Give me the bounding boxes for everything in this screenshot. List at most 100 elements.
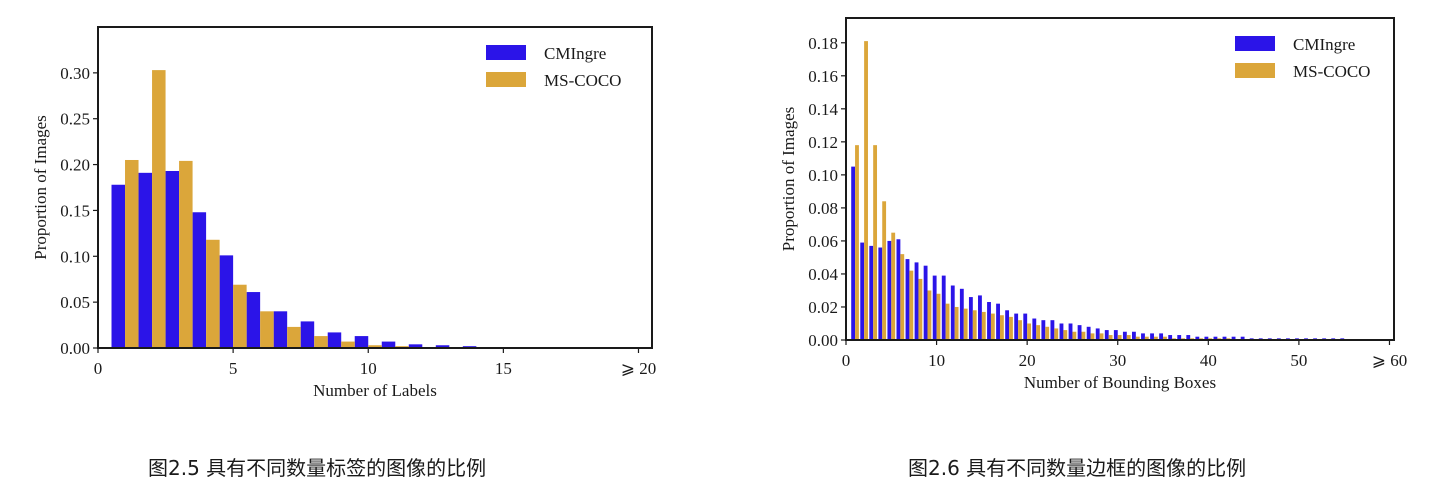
bar: [1177, 335, 1182, 340]
bar: [963, 308, 968, 340]
bar: [1050, 320, 1055, 340]
legend-label: MS-COCO: [1293, 62, 1370, 81]
bar: [999, 315, 1004, 340]
bar: [192, 212, 207, 348]
y-tick-label: 0.16: [808, 67, 838, 86]
legend-swatch: [486, 72, 526, 87]
figure-caption-labels: 图2.5 具有不同数量标签的图像的比例: [148, 456, 487, 480]
bar: [1240, 336, 1245, 340]
y-tick-label: 0.20: [60, 156, 90, 175]
bar: [354, 336, 369, 348]
bar: [1009, 316, 1013, 340]
y-tick-label: 0.25: [60, 110, 90, 129]
plot-frame: [845, 17, 1395, 341]
bar: [878, 247, 883, 340]
bar: [1005, 310, 1010, 340]
x-tick-label: 30: [1109, 351, 1126, 370]
y-axis-label: Proportion of Images: [779, 107, 798, 251]
y-tick-label: 0.04: [808, 265, 838, 284]
bar: [900, 254, 905, 340]
y-tick-label: 0.05: [60, 293, 90, 312]
y-axis-label: Proportion of Images: [31, 115, 50, 259]
y-tick-label: 0.10: [60, 247, 90, 266]
bar: [179, 160, 193, 348]
bar: [1077, 325, 1082, 340]
bar: [435, 345, 450, 348]
bar: [851, 166, 856, 340]
bar: [887, 240, 892, 340]
bar: [260, 311, 274, 348]
legend-swatch: [1235, 36, 1275, 51]
bar: [206, 239, 220, 348]
bar: [882, 201, 887, 340]
figure-caption-bounding-boxes: 图2.6 具有不同数量边框的图像的比例: [908, 456, 1247, 480]
legend-swatch: [1235, 63, 1275, 78]
bar: [1068, 323, 1073, 340]
bar: [996, 303, 1000, 340]
bar: [891, 232, 896, 340]
bar: [860, 242, 865, 340]
bar: [1163, 336, 1167, 340]
bar: [1117, 335, 1122, 340]
bar: [923, 265, 928, 340]
bar: [1072, 331, 1077, 340]
bar: [1186, 335, 1191, 340]
bar: [246, 292, 261, 348]
bar: [927, 290, 932, 340]
bar: [1204, 336, 1209, 340]
x-tick-label: 20: [1019, 351, 1036, 370]
bar: [287, 326, 301, 348]
bar: [368, 345, 382, 348]
labels-chart-series-cmingre: [111, 170, 585, 348]
bar: [936, 293, 941, 340]
bar: [873, 145, 878, 340]
bounding-boxes-histogram-chart: 0.00 0.02 0.04 0.06 0.08 0.10 0.12 0.14 0.16 0.18…: [779, 17, 1408, 392]
boxes-chart-series-cmingre: [851, 166, 1345, 340]
bar: [1086, 326, 1091, 340]
legend-swatch: [486, 45, 526, 60]
bar: [408, 344, 423, 348]
bar: [1213, 336, 1218, 340]
plot-frame: [97, 26, 653, 349]
bar: [941, 275, 946, 340]
y-tick-label: 0.00: [808, 331, 838, 350]
bar: [125, 159, 139, 348]
bar: [1054, 328, 1059, 340]
bar: [233, 284, 247, 348]
bar: [864, 41, 868, 341]
x-tick-label: ⩾ 60: [1372, 351, 1408, 370]
bar: [1041, 320, 1046, 340]
boxes-chart-series-ms-coco: [855, 41, 1349, 341]
bar: [950, 285, 955, 340]
x-tick-label: 0: [842, 351, 851, 370]
labels-histogram-chart: 0.00 0.05 0.10 0.15 0.20 0.25 0.30 0 5 10 15 ⩾ 20 Nu…: [31, 26, 656, 400]
y-tick-label: 0.14: [808, 100, 838, 119]
bar: [1099, 333, 1104, 340]
bar: [914, 262, 919, 340]
x-tick-label: 10: [928, 351, 945, 370]
bar: [381, 341, 396, 348]
legend: CMIngre MS-COCO: [486, 44, 621, 90]
bar: [327, 332, 342, 348]
bar: [1081, 331, 1086, 340]
x-tick-label: 5: [229, 359, 238, 378]
y-tick-label: 0.15: [60, 201, 90, 220]
bar: [273, 311, 288, 348]
bar: [165, 170, 180, 348]
x-axis-label: Number of Labels: [313, 381, 437, 400]
x-axis-label: Number of Bounding Boxes: [1024, 373, 1216, 392]
bar: [219, 255, 234, 348]
bar: [1014, 313, 1019, 340]
bar: [968, 297, 973, 340]
bar: [1059, 323, 1064, 340]
bar: [314, 336, 328, 348]
bar: [1231, 336, 1236, 340]
bar: [1222, 336, 1227, 340]
bar: [945, 303, 950, 340]
bar: [987, 302, 991, 340]
y-tick-label: 0.02: [808, 298, 838, 317]
bar: [1168, 335, 1173, 340]
bar: [1095, 328, 1100, 340]
bar: [909, 270, 914, 340]
bar: [1090, 333, 1095, 340]
